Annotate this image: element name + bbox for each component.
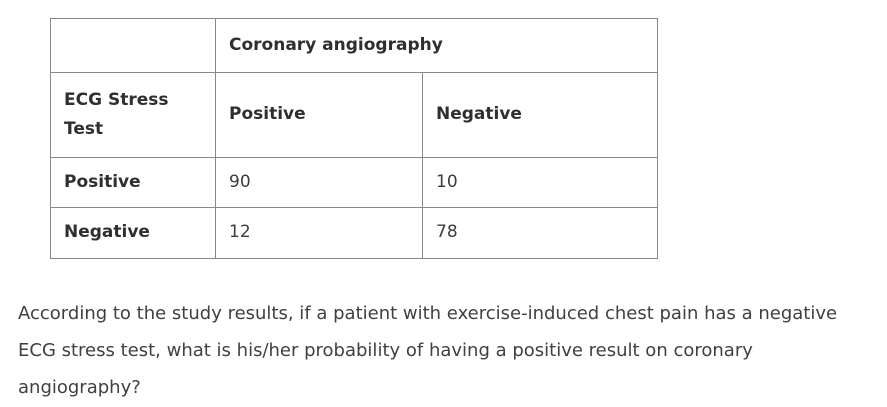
cell-negative-positive: 12 xyxy=(215,207,423,259)
table-row-group-header: Coronary angiography xyxy=(50,18,658,73)
cell-positive-negative: 10 xyxy=(422,157,658,208)
row-label-negative: Negative xyxy=(50,207,216,259)
corner-cell xyxy=(50,18,216,73)
row-axis-label-cell: ECG Stress Test xyxy=(50,72,216,158)
cell-positive-positive: 90 xyxy=(215,157,423,208)
group-header-cell: Coronary angiography xyxy=(215,18,658,73)
column-header-negative: Negative xyxy=(422,72,658,158)
table-row: Negative 12 78 xyxy=(50,207,658,259)
column-header-positive: Positive xyxy=(215,72,423,158)
question-text: According to the study results, if a pat… xyxy=(18,303,838,398)
table-row-column-headers: ECG Stress Test Positive Negative xyxy=(50,72,658,158)
table-row: Positive 90 10 xyxy=(50,157,658,208)
row-label-positive: Positive xyxy=(50,157,216,208)
contingency-table: Coronary angiography ECG Stress Test Pos… xyxy=(50,18,658,259)
cell-negative-negative: 78 xyxy=(422,207,658,259)
